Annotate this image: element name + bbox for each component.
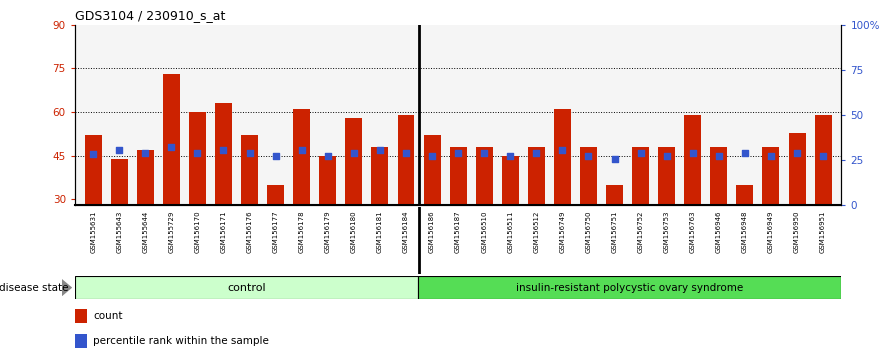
Bar xyxy=(815,115,832,205)
Point xyxy=(269,153,283,159)
Text: GSM156950: GSM156950 xyxy=(794,210,800,253)
Bar xyxy=(189,112,206,205)
Point xyxy=(555,147,569,153)
Point xyxy=(321,153,335,159)
Point xyxy=(816,153,830,159)
Text: GSM155729: GSM155729 xyxy=(168,210,174,253)
Bar xyxy=(75,309,87,323)
Text: GSM156949: GSM156949 xyxy=(768,210,774,253)
Text: GSM155644: GSM155644 xyxy=(142,210,148,253)
Point xyxy=(712,153,726,159)
Point xyxy=(138,150,152,156)
Bar xyxy=(397,115,414,205)
Text: GSM156179: GSM156179 xyxy=(325,210,330,253)
Text: GSM156752: GSM156752 xyxy=(638,210,644,253)
Point xyxy=(738,150,752,156)
Text: GSM156181: GSM156181 xyxy=(377,210,383,253)
Text: GSM155643: GSM155643 xyxy=(116,210,122,253)
Point xyxy=(425,153,439,159)
Text: GSM156512: GSM156512 xyxy=(533,210,539,253)
Point xyxy=(581,153,596,159)
Bar xyxy=(319,156,337,205)
Bar xyxy=(241,136,258,205)
Bar xyxy=(75,334,87,348)
Point xyxy=(633,150,648,156)
Text: GSM156750: GSM156750 xyxy=(586,210,591,253)
Text: GSM156510: GSM156510 xyxy=(481,210,487,253)
Text: GSM156753: GSM156753 xyxy=(663,210,670,253)
Point xyxy=(608,156,622,161)
Point xyxy=(685,150,700,156)
Point xyxy=(529,150,544,156)
Text: GSM156170: GSM156170 xyxy=(195,210,200,253)
Bar xyxy=(762,147,780,205)
Bar xyxy=(710,147,728,205)
Text: GSM156511: GSM156511 xyxy=(507,210,514,253)
Bar xyxy=(163,74,180,205)
Point xyxy=(451,150,465,156)
Bar xyxy=(580,147,597,205)
Text: GSM156946: GSM156946 xyxy=(716,210,722,253)
Text: disease state: disease state xyxy=(0,282,69,293)
Bar xyxy=(111,159,128,205)
Point xyxy=(660,153,674,159)
Text: GSM156763: GSM156763 xyxy=(690,210,696,253)
Point xyxy=(399,150,413,156)
Text: GSM155631: GSM155631 xyxy=(90,210,96,253)
Bar xyxy=(502,156,519,205)
Point xyxy=(217,147,231,153)
Bar xyxy=(554,109,571,205)
Bar xyxy=(633,147,649,205)
Bar xyxy=(215,103,232,205)
Bar xyxy=(418,276,841,299)
Bar xyxy=(372,147,389,205)
Point xyxy=(86,152,100,157)
Text: control: control xyxy=(227,282,266,293)
Point xyxy=(503,153,517,159)
Text: GSM156178: GSM156178 xyxy=(299,210,305,253)
Bar xyxy=(75,276,418,299)
Bar xyxy=(476,147,492,205)
Point xyxy=(790,150,804,156)
Text: GSM156180: GSM156180 xyxy=(351,210,357,253)
Text: GSM156176: GSM156176 xyxy=(247,210,253,253)
Point xyxy=(242,150,256,156)
Bar xyxy=(267,185,284,205)
Point xyxy=(294,147,308,153)
Text: GSM156751: GSM156751 xyxy=(611,210,618,253)
Point xyxy=(764,153,778,159)
Point xyxy=(112,147,126,153)
Text: insulin-resistant polycystic ovary syndrome: insulin-resistant polycystic ovary syndr… xyxy=(516,282,744,293)
Text: count: count xyxy=(93,311,122,321)
Bar xyxy=(449,147,467,205)
Text: GDS3104 / 230910_s_at: GDS3104 / 230910_s_at xyxy=(75,9,226,22)
Text: GSM156951: GSM156951 xyxy=(820,210,826,253)
Bar xyxy=(293,109,310,205)
Bar xyxy=(685,115,701,205)
Bar xyxy=(345,118,362,205)
Bar xyxy=(85,136,101,205)
Text: GSM156184: GSM156184 xyxy=(403,210,409,253)
Text: GSM156171: GSM156171 xyxy=(220,210,226,253)
Text: GSM156187: GSM156187 xyxy=(455,210,461,253)
Bar xyxy=(137,150,154,205)
Point xyxy=(347,150,361,156)
Text: GSM156186: GSM156186 xyxy=(429,210,435,253)
Text: GSM156177: GSM156177 xyxy=(272,210,278,253)
Bar xyxy=(528,147,544,205)
Polygon shape xyxy=(62,279,72,297)
Point xyxy=(164,144,178,150)
Text: percentile rank within the sample: percentile rank within the sample xyxy=(93,336,270,346)
Bar xyxy=(606,185,623,205)
Point xyxy=(190,150,204,156)
Bar xyxy=(658,147,675,205)
Bar xyxy=(788,132,805,205)
Point xyxy=(373,147,387,153)
Bar xyxy=(424,136,440,205)
Text: GSM156948: GSM156948 xyxy=(742,210,748,253)
Point xyxy=(478,150,492,156)
Text: GSM156749: GSM156749 xyxy=(559,210,566,253)
Bar xyxy=(737,185,753,205)
